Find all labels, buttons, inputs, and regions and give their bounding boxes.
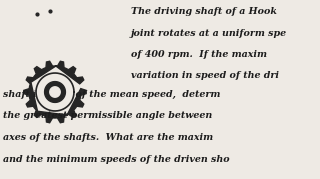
- Text: and the minimum speeds of the driven sho: and the minimum speeds of the driven sho: [3, 154, 230, 163]
- Text: of 400 rpm.  If the maxim: of 400 rpm. If the maxim: [131, 50, 267, 59]
- Text: shaft is ± 5% of the mean speed,  determ: shaft is ± 5% of the mean speed, determ: [3, 90, 220, 99]
- Polygon shape: [44, 82, 65, 102]
- Text: axes of the shafts.  What are the maxim: axes of the shafts. What are the maxim: [3, 133, 213, 142]
- Text: joint rotates at a uniform spe: joint rotates at a uniform spe: [131, 28, 287, 37]
- Polygon shape: [36, 73, 74, 111]
- Polygon shape: [24, 61, 86, 123]
- Text: the greatest permissible angle between: the greatest permissible angle between: [3, 112, 212, 120]
- Text: variation in speed of the dri: variation in speed of the dri: [131, 71, 279, 81]
- Polygon shape: [50, 87, 60, 97]
- Text: The driving shaft of a Hook: The driving shaft of a Hook: [131, 7, 277, 16]
